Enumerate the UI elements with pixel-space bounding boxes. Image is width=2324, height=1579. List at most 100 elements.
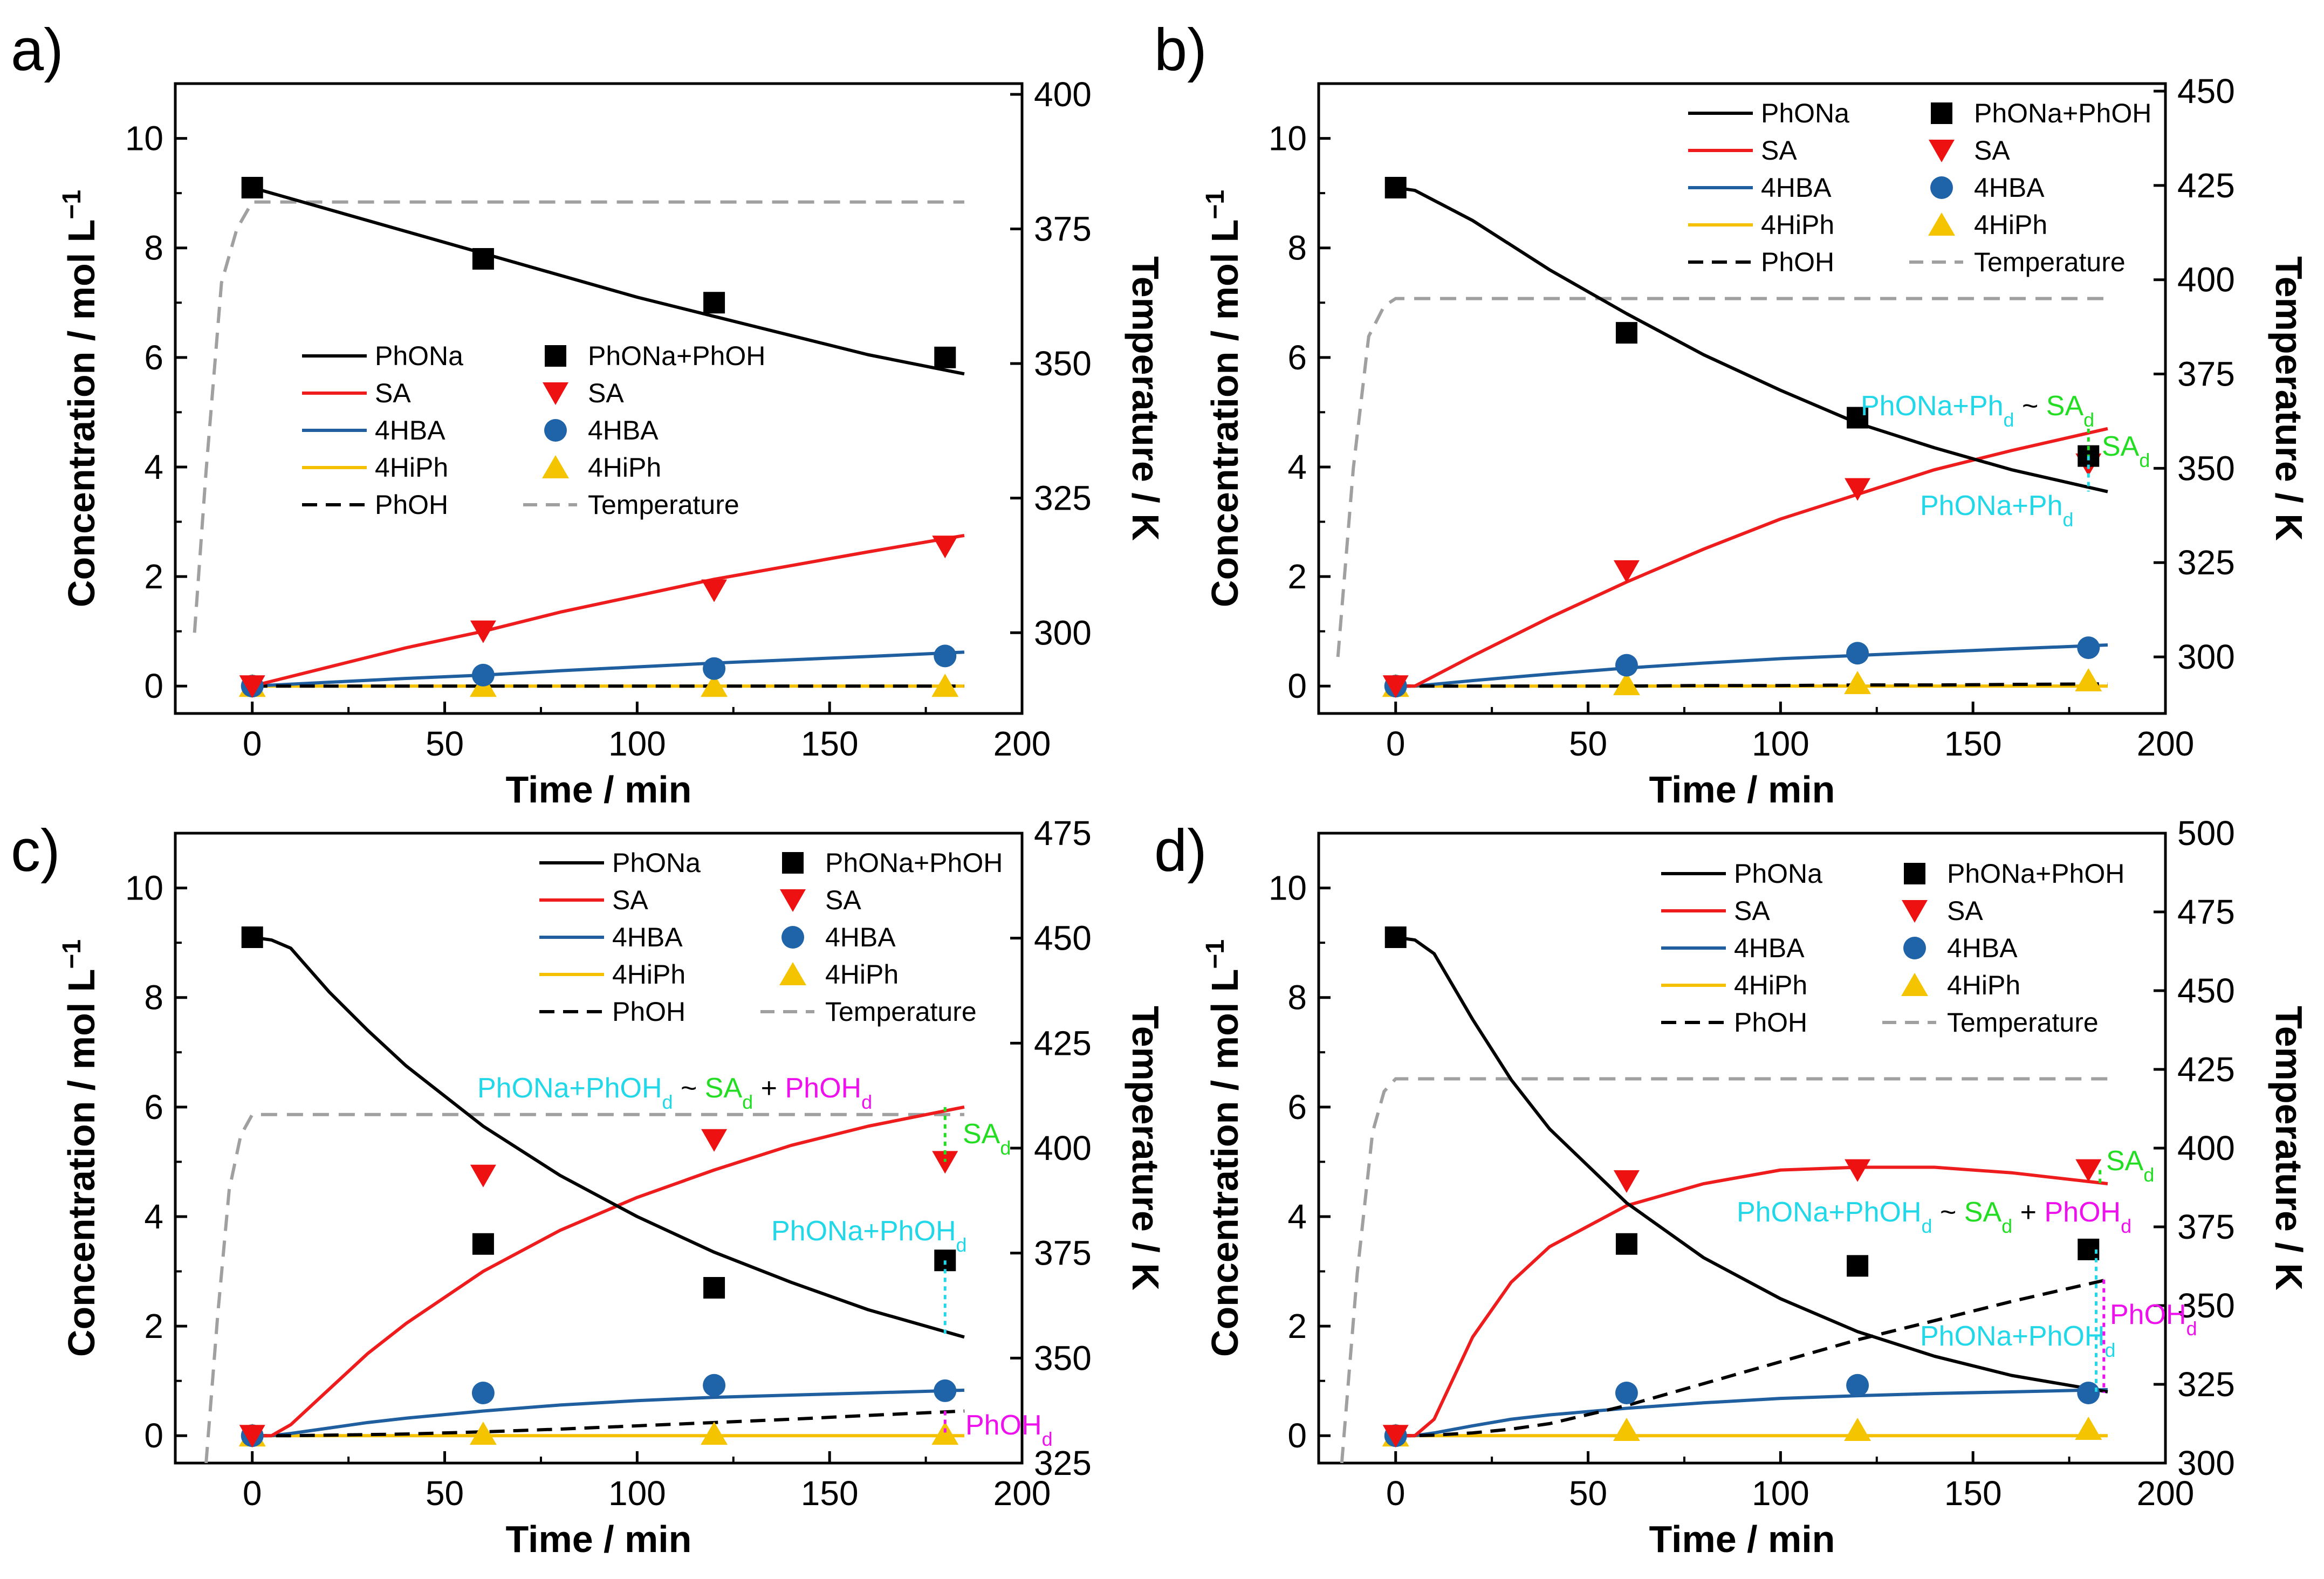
data-point-PhONa+PhOH <box>1384 176 1407 198</box>
y2-tick-label: 475 <box>2177 893 2235 931</box>
data-point-4HiPh <box>1613 1418 1640 1441</box>
model-line-PhONa <box>1395 936 2108 1393</box>
legend-label: 4HBA <box>1974 173 2045 203</box>
y-tick-label: 2 <box>144 557 163 596</box>
x-tick-label: 150 <box>1944 724 2002 763</box>
y-axis-title-exponent: −1 <box>1201 190 1230 219</box>
data-point-SA <box>1845 478 1871 501</box>
chart-panel-a: a) 0 50 100 150 200 0 2 4 6 8 10 300 325 350 375 400 Time… <box>11 17 1167 811</box>
y-tick-label: 0 <box>1287 1416 1307 1455</box>
data-point-4HiPh <box>931 674 959 697</box>
data-point-PhONa+PhOH <box>934 346 956 368</box>
temperature-line <box>204 1113 964 1463</box>
annotation-subscript: d <box>956 1234 967 1256</box>
annotation-part: ~ <box>673 1073 705 1104</box>
x-axis-title: Time / min <box>1649 1518 1835 1560</box>
legend-label: SA <box>1947 896 1983 926</box>
x-tick-label: 150 <box>801 724 859 763</box>
annotation-subscript: d <box>1000 1137 1011 1159</box>
annotation-part: SA <box>2046 390 2084 422</box>
data-point-PhONa+PhOH <box>1847 1255 1869 1277</box>
data-point-PhONa+PhOH <box>703 1276 725 1299</box>
y-tick-label: 2 <box>1287 1307 1307 1345</box>
data-point-PhONa+PhOH <box>1847 407 1869 429</box>
annotation-part: + <box>753 1073 785 1104</box>
data-point-4HiPh <box>1844 1418 1871 1441</box>
y-axis-title: Concentration / mol L−1 <box>58 190 103 607</box>
annotation-subscript: d <box>1922 1215 1932 1237</box>
legend-marker-PhONa+PhOH <box>782 852 804 874</box>
legend-label: PhONa+PhOH <box>588 341 765 371</box>
legend-label: PhONa+PhOH <box>1947 859 2124 889</box>
chart-panel-b: b) 0 50 100 150 200 0 2 4 6 8 10 300 325 350 375 400 425 4… <box>1154 17 2310 811</box>
y-axis-title-main: Concentration / mol L <box>60 969 102 1357</box>
legend-marker-4HBA <box>1903 937 1926 959</box>
legend-marker-4HiPh <box>1901 973 1928 996</box>
data-point-SA <box>932 1151 958 1174</box>
model-line-4HBA <box>252 1388 965 1438</box>
legend-label: PhONa+PhOH <box>825 848 1003 878</box>
y2-tick-label: 425 <box>2177 166 2235 205</box>
x-tick-label: 200 <box>993 724 1051 763</box>
x-tick-label: 50 <box>1569 1474 1607 1513</box>
legend-label: SA <box>1734 896 1770 926</box>
y-tick-label: 6 <box>1287 1088 1307 1127</box>
legend-marker-SA <box>543 382 568 405</box>
data-point-SA <box>701 1129 728 1152</box>
legend-marker-4HiPh <box>542 455 569 478</box>
model-line-SA <box>1395 427 2108 688</box>
legend-label: PhONa <box>1734 859 1822 889</box>
annotation-phona-d: PhONa+PhOHd <box>771 1216 967 1256</box>
data-point-PhONa+PhOH <box>472 248 494 270</box>
y2-tick-label: 400 <box>2177 1129 2235 1168</box>
y2-tick-label: 300 <box>1034 613 1092 652</box>
annotation-phona-d: PhONa+Phd <box>1920 490 2074 531</box>
x-tick-label: 50 <box>1569 724 1607 763</box>
y2-tick-label: 325 <box>2177 1365 2235 1404</box>
annotation-part: PhOH <box>2044 1197 2121 1228</box>
y-tick-label: 4 <box>144 1197 163 1236</box>
model-line-SA <box>252 1105 965 1438</box>
x-tick-label: 200 <box>993 1474 1051 1513</box>
model-line-PhOH <box>1395 1278 2108 1438</box>
y-axis-title-main: Concentration / mol L <box>1204 219 1246 607</box>
data-point-SA <box>1845 1159 1871 1182</box>
data-point-SA <box>1382 1425 1409 1448</box>
legend-marker-4HBA <box>781 926 804 949</box>
y2-axis-title: Temperature / K <box>1125 256 1167 541</box>
y2-tick-label: 350 <box>1034 344 1092 383</box>
annotation-part: ~ <box>1932 1197 1964 1228</box>
annotation-balance: PhONa+PhOHd ~ SAd + PhOHd <box>1737 1197 2131 1237</box>
panel-label: a) <box>11 17 64 83</box>
y-tick-label: 10 <box>125 119 163 158</box>
data-point-4HBA <box>703 657 726 680</box>
legend-marker-SA <box>1902 900 1928 923</box>
annotation-balance: PhONa+Phd ~ SAd <box>1861 390 2094 431</box>
legend-label: 4HBA <box>1947 933 2018 963</box>
x-tick-label: 50 <box>426 1474 464 1513</box>
data-point-4HBA <box>934 644 957 668</box>
data-point-4HiPh <box>1613 672 1640 696</box>
annotation-part: SA <box>705 1073 743 1104</box>
temperature-line <box>193 200 964 633</box>
legend-label: PhOH <box>612 997 685 1027</box>
y2-axis-title: Temperature / K <box>2268 256 2310 541</box>
annotation-phoh-d: PhOHd <box>965 1410 1053 1450</box>
data-point-PhONa+PhOH <box>1384 926 1407 948</box>
temperature-line <box>1336 297 2108 657</box>
x-tick-label: 0 <box>1386 724 1406 763</box>
data-point-4HiPh <box>2075 668 2102 692</box>
legend: PhONa SA 4HBA 4HiPh PhOH PhONa+PhOH SA 4HBA 4HiP… <box>1688 98 2151 277</box>
x-tick-label: 100 <box>1752 724 1809 763</box>
y-tick-label: 8 <box>144 229 163 267</box>
panel-label: b) <box>1154 17 1207 83</box>
legend-label: 4HiPh <box>1947 970 2020 1000</box>
y-tick-label: 0 <box>1287 667 1307 705</box>
legend-label: SA <box>612 885 648 915</box>
y2-tick-label: 325 <box>1034 479 1092 518</box>
data-point-SA <box>470 620 496 643</box>
annotation-part: SA <box>963 1118 1000 1150</box>
y2-tick-label: 300 <box>2177 637 2235 676</box>
legend-label: PhOH <box>1761 247 1834 277</box>
y2-tick-label: 300 <box>2177 1444 2235 1482</box>
